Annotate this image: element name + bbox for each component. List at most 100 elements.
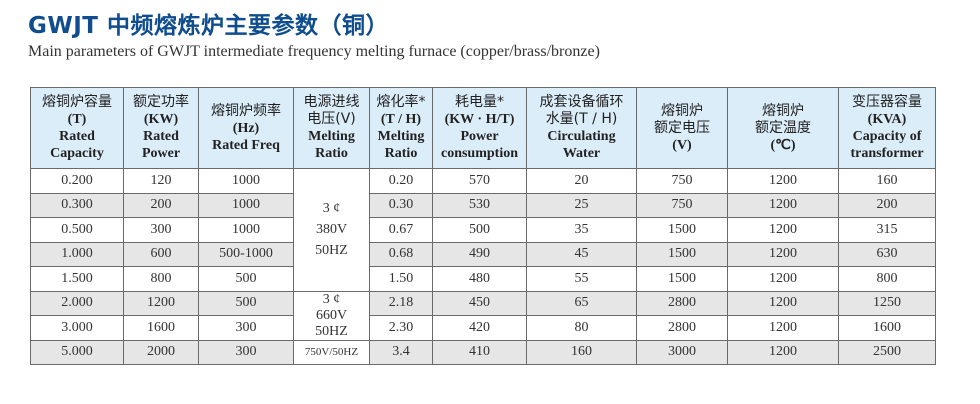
table-cell: 35 (526, 217, 637, 243)
table-row: 1.500 800 500 1.50 480 55 1500 1200 800 (30, 266, 936, 292)
column-header: 变压器容量 (KVA) Capacity of transformer (838, 87, 936, 169)
table-cell: 800 (838, 266, 936, 292)
page-title: GWJT 中频熔炼炉主要参数（铜） (28, 13, 390, 39)
table-cell: 1250 (838, 290, 936, 316)
table-cell: 0.67 (369, 217, 433, 243)
table-cell: 0.500 (30, 217, 124, 243)
table-row: 1.000 600 500-1000 0.68 490 45 1500 1200 630 (30, 241, 936, 267)
column-header: 熔化率* (T / H) Melting Ratio (369, 87, 433, 169)
table-cell: 530 (432, 192, 527, 218)
header-unit: (KW) (143, 112, 179, 127)
voltage-cell: 3 ¢ 660V 50HZ (293, 290, 370, 341)
table-cell: 1200 (727, 217, 839, 243)
table-cell: 1200 (727, 315, 839, 341)
table-cell: 600 (123, 241, 199, 267)
table-cell: 1600 (123, 315, 199, 341)
table-cell: 2500 (838, 339, 936, 365)
column-header: 耗电量* (KW · H/T) Power consumption (432, 87, 527, 169)
table-cell: 300 (198, 339, 294, 365)
voltage-line: 3 ¢ (322, 291, 341, 307)
table-cell: 490 (432, 241, 527, 267)
table-cell: 630 (838, 241, 936, 267)
column-header: 成套设备循环 水量(T / H) Circulating Water (526, 87, 637, 169)
header-cn: 额定功率 (133, 94, 189, 110)
table-cell: 2800 (636, 315, 728, 341)
header-cn: 耗电量* (455, 94, 504, 110)
header-unit: 额定温度 (755, 119, 811, 136)
table-cell: 1.50 (369, 266, 433, 292)
table-cell: 3.000 (30, 315, 124, 341)
table-cell: 1200 (727, 266, 839, 292)
table-cell: 2.30 (369, 315, 433, 341)
table-cell: 500 (432, 217, 527, 243)
table-cell: 1500 (636, 217, 728, 243)
table-cell: 300 (198, 315, 294, 341)
column-header: 熔铜炉 额定温度 (℃) (727, 87, 839, 169)
header-en2: Ratio (315, 146, 348, 161)
table-row: 3.000 1600 300 2.30 420 80 2800 1200 1600 (30, 315, 936, 341)
header-en2: Power (141, 146, 181, 161)
table-cell: 0.300 (30, 192, 124, 218)
header-cn: 熔化率* (376, 94, 426, 110)
column-header: 额定功率 (KW) Rated Power (123, 87, 199, 169)
table-cell: 420 (432, 315, 527, 341)
column-header: 熔铜炉 额定电压 (V) (636, 87, 728, 169)
table-cell: 1000 (198, 168, 294, 194)
header-cn: 熔铜炉容量 (42, 94, 112, 110)
header-unit: 电压(V) (307, 111, 356, 127)
header-unit: (Hz) (232, 120, 260, 136)
table-cell: 2.000 (30, 290, 124, 316)
table-cell: 1200 (727, 192, 839, 218)
header-cn: 熔铜炉 (661, 102, 703, 119)
voltage-line: 380V (315, 221, 348, 237)
voltage-cell: 3 ¢ 380V 50HZ (293, 168, 370, 292)
table-cell: 0.200 (30, 168, 124, 194)
table-row: 0.500 300 1000 0.67 500 35 1500 1200 315 (30, 217, 936, 243)
table-cell: 200 (123, 192, 199, 218)
column-header: 熔铜炉容量 (T) Rated Capacity (30, 87, 124, 169)
table-cell: 1500 (636, 266, 728, 292)
table-cell: 2.18 (369, 290, 433, 316)
table-cell: 1200 (727, 168, 839, 194)
header-en1: Melting (377, 129, 425, 144)
table-cell: 450 (432, 290, 527, 316)
voltage-line: 3 ¢ (322, 200, 341, 216)
table-cell: 160 (838, 168, 936, 194)
table-cell: 2800 (636, 290, 728, 316)
table-cell: 1000 (198, 192, 294, 218)
table-row: 5.000 2000 300 750V/50HZ 3.4 410 160 3000 1200 25… (30, 339, 936, 365)
table-cell: 800 (123, 266, 199, 292)
page-subtitle: Main parameters of GWJT intermediate fre… (28, 43, 600, 60)
table-cell: 3.4 (369, 339, 433, 365)
table-row: 0.300 200 1000 0.30 530 25 750 1200 200 (30, 192, 936, 218)
table-cell: 750 (636, 192, 728, 218)
header-cn: 熔铜炉 (762, 102, 804, 119)
header-en1: Power (460, 129, 499, 144)
table-cell: 1500 (636, 241, 728, 267)
table-cell: 65 (526, 290, 637, 316)
header-cn: 电源进线 (303, 94, 360, 110)
column-header: 熔铜炉频率 (Hz) Rated Freq (198, 87, 294, 169)
table-cell: 120 (123, 168, 199, 194)
table-cell: 20 (526, 168, 637, 194)
table-cell: 80 (526, 315, 637, 341)
header-unit: (T) (67, 112, 87, 127)
header-unit: (T / H) (380, 112, 422, 127)
table-cell: 500-1000 (198, 241, 294, 267)
header-unit: 额定电压 (654, 119, 710, 136)
table-row: 0.200 120 1000 3 ¢ 380V 50HZ 0.20 570 20 750 1200 1… (30, 168, 936, 292)
header-en2: Capacity (50, 146, 104, 161)
table-cell: 315 (838, 217, 936, 243)
header-row: 熔铜炉容量 (T) Rated Capacity 额定功率 (KW) Rated Power 熔… (30, 87, 936, 169)
header-cn: 熔铜炉频率 (211, 102, 281, 119)
column-header: 电源进线 电压(V) Melting Ratio (293, 87, 370, 169)
header-en2: consumption (440, 146, 519, 161)
table-cell: 200 (838, 192, 936, 218)
voltage-line: 750V/50HZ (304, 346, 359, 359)
table-cell: 1200 (727, 290, 839, 316)
table-cell: 45 (526, 241, 637, 267)
table-cell: 1000 (198, 217, 294, 243)
table-cell: 480 (432, 266, 527, 292)
voltage-line: 50HZ (315, 323, 348, 339)
header-en1: Rated Freq (212, 137, 280, 153)
